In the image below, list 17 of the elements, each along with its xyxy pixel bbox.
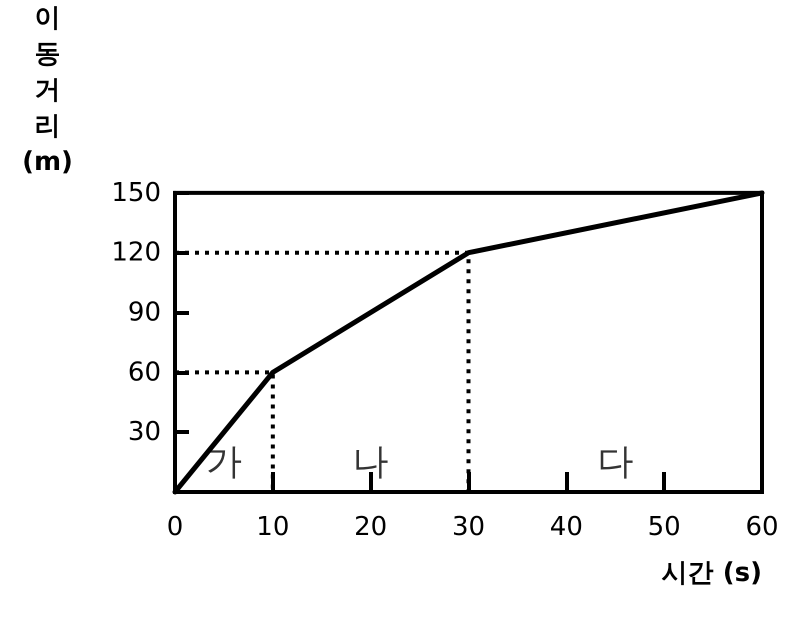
x-tick-label: 60: [745, 512, 779, 542]
x-tick-label: 30: [452, 512, 486, 542]
annotation: 다: [597, 442, 634, 483]
y-tick-label: 60: [128, 357, 161, 388]
y-tick-label: 150: [111, 178, 161, 208]
x-tick-label: 0: [166, 512, 184, 542]
y-tick-label: 90: [128, 298, 161, 328]
x-tick-label: 50: [648, 512, 681, 542]
annotation: 가: [206, 442, 242, 483]
y-tick-label: 30: [128, 417, 161, 448]
y-tick-label: 120: [111, 238, 161, 268]
y-axis-title: 이동거리 (m): [22, 3, 73, 177]
x-tick-label: 10: [256, 512, 290, 542]
annotation: 나: [352, 442, 389, 483]
x-tick-label: 40: [550, 512, 583, 542]
x-tick-label: 20: [354, 512, 388, 542]
x-axis-title: 시간 (s): [662, 558, 762, 588]
